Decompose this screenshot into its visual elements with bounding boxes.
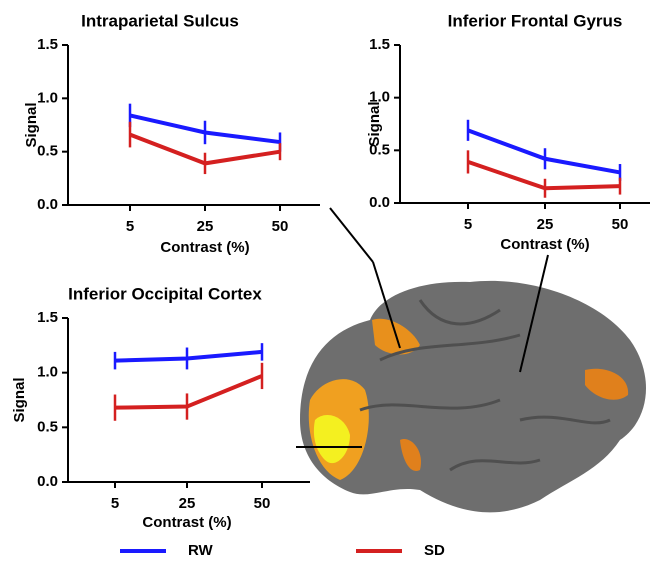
y-axis-label: Signal <box>23 102 40 147</box>
chart-title: Intraparietal Sulcus <box>81 11 239 30</box>
legend: RW SD <box>120 542 445 559</box>
y-tick-label: 1.0 <box>37 89 58 106</box>
x-tick-label: 5 <box>126 218 134 235</box>
x-tick-label: 25 <box>179 495 196 512</box>
x-axis-label: Contrast (%) <box>160 239 249 256</box>
x-tick-label: 5 <box>111 495 119 512</box>
legend-label: SD <box>424 542 445 559</box>
y-tick-label: 1.0 <box>37 364 58 381</box>
legend-label: RW <box>188 542 214 559</box>
y-tick-label: 0.0 <box>369 194 390 211</box>
y-tick-label: 0.5 <box>369 141 390 158</box>
y-tick-label: 1.0 <box>369 89 390 106</box>
pointer <box>330 208 373 262</box>
y-tick-label: 1.5 <box>369 36 390 53</box>
brain <box>296 208 646 512</box>
x-tick-label: 5 <box>464 216 472 233</box>
y-axis-label: Signal <box>366 101 383 146</box>
x-axis-label: Contrast (%) <box>500 236 589 253</box>
y-tick-label: 0.0 <box>37 473 58 490</box>
x-tick-label: 50 <box>254 495 271 512</box>
chart: Inferior Occipital Cortex Contrast (%) Sig… <box>11 284 310 530</box>
chart-title: Inferior Occipital Cortex <box>68 284 262 303</box>
y-tick-label: 1.5 <box>37 36 58 53</box>
x-axis-label: Contrast (%) <box>142 514 231 531</box>
y-axis-label: Signal <box>11 377 28 422</box>
x-tick-label: 25 <box>537 216 554 233</box>
chart-title: Inferior Frontal Gyrus <box>448 11 623 30</box>
y-tick-label: 0.5 <box>37 143 58 160</box>
y-tick-label: 1.5 <box>37 309 58 326</box>
y-tick-label: 0.0 <box>37 196 58 213</box>
x-tick-label: 50 <box>612 216 629 233</box>
y-tick-label: 0.5 <box>37 418 58 435</box>
x-tick-label: 25 <box>197 218 214 235</box>
chart: Inferior Frontal Gyrus Contrast (%) Signal… <box>366 11 650 252</box>
figure: RW SD Intraparietal Sulcus Contrast (%) Si… <box>0 0 659 566</box>
series-line <box>115 352 262 361</box>
series-line <box>115 376 262 408</box>
x-tick-label: 50 <box>272 218 289 235</box>
